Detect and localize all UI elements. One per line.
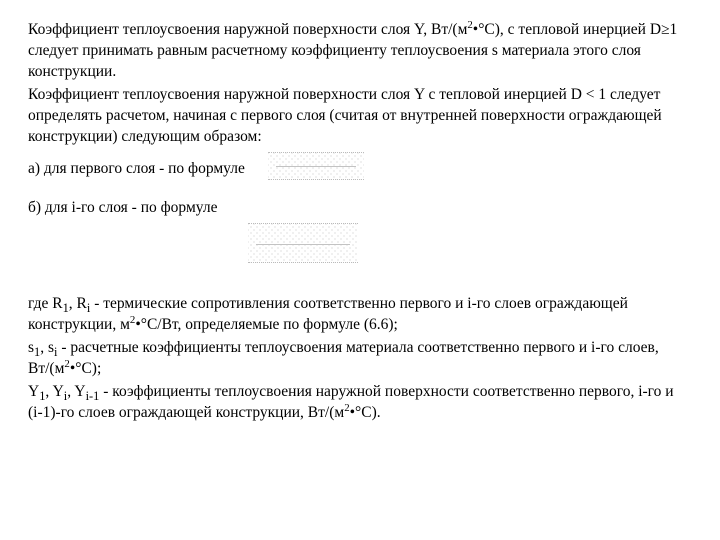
paragraph-2: Коэффициент теплоусвоения наружной повер… [28,85,692,148]
text: б) для i-го слоя - по формуле [28,199,217,216]
formula-fraction-line [276,166,356,167]
formula-a-placeholder [268,152,364,180]
text: Коэффициент теплоусвоения наружной повер… [28,21,467,38]
formula-b-container [248,223,692,270]
paragraph-s: s1, si - расчетные коэффициенты теплоусв… [28,338,692,380]
spacer [28,190,692,198]
spacer [28,280,692,294]
formula-a-container [268,152,364,187]
text: - расчетные коэффициенты теплоусвоения м… [28,339,659,377]
subscript: i-1 [86,389,100,403]
formula-b-placeholder [248,223,358,263]
text: •°С/Вт, определяемые по формуле (6.6); [135,316,398,333]
text: где R [28,295,63,312]
paragraph-1: Коэффициент теплоусвоения наружной повер… [28,20,692,83]
text: , R [69,295,87,312]
text: •°С); [70,360,101,377]
paragraph-where-r: где R1, Ri - термические сопротивления с… [28,294,692,336]
text: , Y [45,383,63,400]
item-a-row: а) для первого слоя - по формуле [28,152,692,187]
text: Y [28,383,39,400]
formula-fraction-line [256,244,350,245]
text: , s [40,339,54,356]
paragraph-y: Y1, Yi, Yi-1 - коэффициенты теплоусвоени… [28,382,692,424]
text: Коэффициент теплоусвоения наружной повер… [28,86,662,145]
item-b-text: б) для i-го слоя - по формуле [28,198,692,219]
item-a-text: а) для первого слоя - по формуле [28,160,245,177]
text: , Y [67,383,85,400]
text: •°С). [350,404,381,421]
document-page: Коэффициент теплоусвоения наружной повер… [0,0,720,446]
